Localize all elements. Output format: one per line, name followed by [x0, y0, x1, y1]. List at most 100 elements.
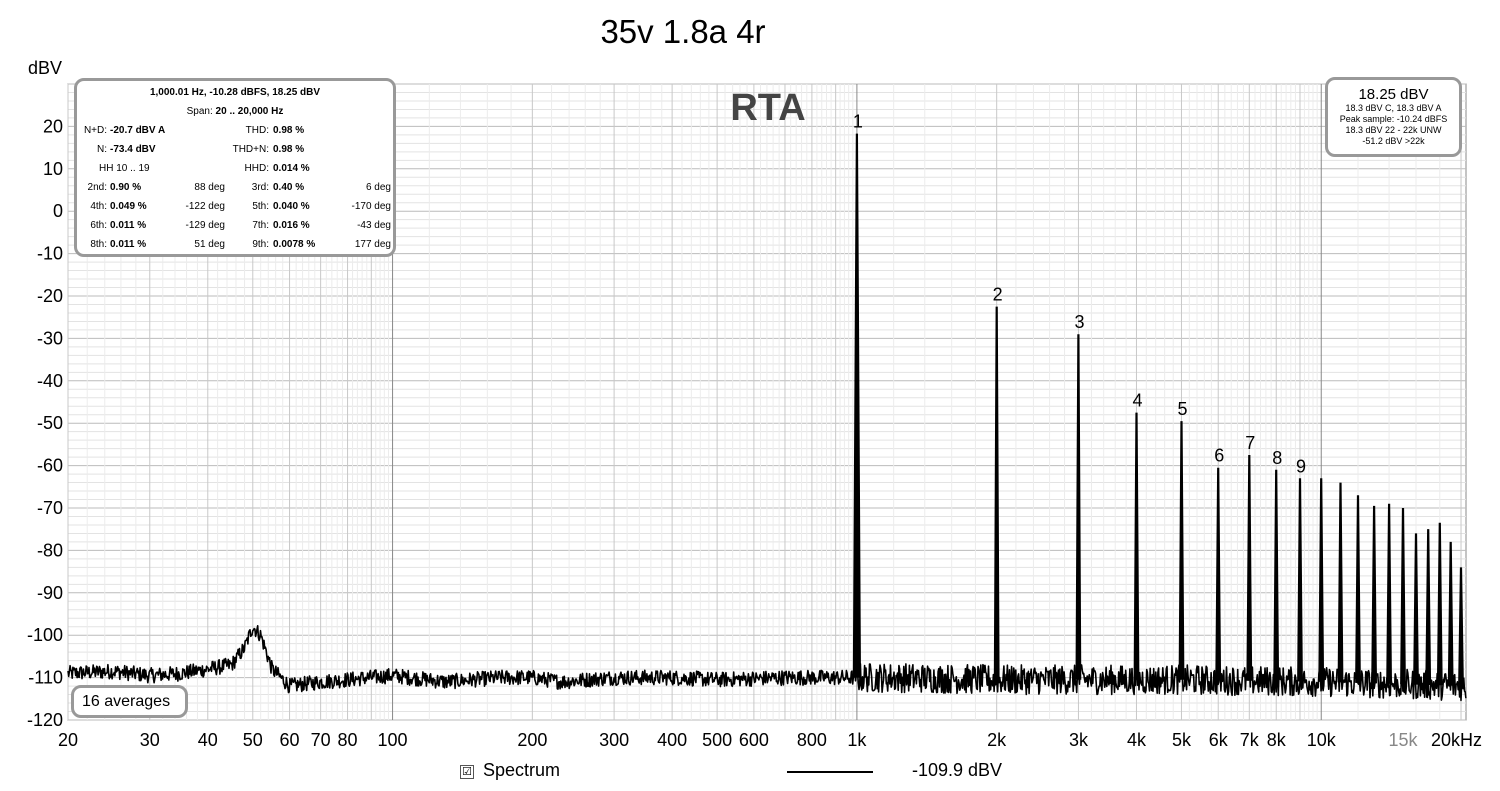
harmonic-value: 0.016 % — [273, 220, 310, 231]
harmonic-peak-label: 9 — [1296, 456, 1306, 476]
harmonic-peak — [1133, 412, 1140, 680]
harmonic-label: 6th: — [90, 220, 107, 231]
thd-label: THD: — [245, 125, 269, 136]
x-tick-label: 40 — [198, 730, 218, 750]
rta-watermark: RTA — [730, 87, 805, 129]
spectrum-series — [67, 133, 1467, 702]
y-tick-label: -50 — [37, 413, 63, 433]
harmonic-label: 2nd: — [87, 182, 107, 193]
harmonic-label: 8th: — [90, 239, 107, 250]
nd-value: -20.7 dBV A — [110, 125, 166, 136]
span-row: Span: 20 .. 20,000 Hz — [77, 106, 393, 117]
harmonic-peak-label: 6 — [1214, 446, 1224, 466]
x-tick-label: 3k — [1069, 730, 1089, 750]
harmonic-peak — [1371, 505, 1377, 684]
harmonic-peak — [1386, 503, 1392, 684]
level-readout-panel: 18.25 dBV 18.3 dBV C, 18.3 dBV A Peak sa… — [1325, 77, 1462, 157]
level-line-3: 18.3 dBV 22 - 22k UNW — [1345, 125, 1442, 135]
x-tick-label: 1k — [847, 730, 867, 750]
y-tick-label: -80 — [37, 540, 63, 560]
harmonic-peak — [1075, 334, 1082, 680]
x-tick-label: 600 — [739, 730, 769, 750]
harmonic-peak — [1447, 541, 1454, 686]
harmonic-phase: -129 deg — [185, 220, 225, 231]
x-tick-label: 4k — [1127, 730, 1147, 750]
harmonic-peak — [1178, 421, 1185, 680]
harmonic-phase: 51 deg — [194, 239, 225, 250]
level-line-4: -51.2 dBV >22k — [1362, 136, 1425, 146]
harmonic-phase: 6 deg — [365, 182, 391, 193]
harmonic-value: 0.011 % — [110, 239, 147, 250]
harmonic-peak — [1425, 529, 1432, 686]
hhd-value: 0.014 % — [273, 163, 310, 174]
harmonic-phase: 177 deg — [354, 239, 391, 250]
x-tick-label: 200 — [517, 730, 547, 750]
thd-value: 0.98 % — [273, 125, 305, 136]
y-tick-label: -90 — [37, 583, 63, 603]
harmonic-peak — [1458, 567, 1464, 686]
harmonic-value: 0.011 % — [110, 220, 147, 231]
legend-spectrum[interactable]: ☑ Spectrum — [460, 760, 560, 781]
y-tick-label: 20 — [43, 116, 63, 136]
x-tick-label: 100 — [378, 730, 408, 750]
y-tick-label: -70 — [37, 498, 63, 518]
x-tick-label: 7k — [1240, 730, 1260, 750]
y-tick-label: -100 — [27, 625, 63, 645]
x-tick-label: 5k — [1172, 730, 1192, 750]
harmonic-label: 9th: — [252, 239, 269, 250]
harmonic-phase: 88 deg — [194, 182, 225, 193]
harmonic-label: 4th: — [90, 201, 107, 212]
y-tick-label: -120 — [27, 710, 63, 730]
harmonic-peak-label: 2 — [993, 285, 1003, 305]
y-tick-label: -10 — [37, 244, 63, 264]
x-axis-ticks: 20 30 40 50 60 70 80 100 200 300 400 500 600 800 1k 2k 3… — [58, 730, 1482, 750]
span-value: 20 .. 20,000 Hz — [215, 106, 284, 117]
level-line-2: Peak sample: -10.24 dBFS — [1339, 114, 1448, 124]
x-tick-label: 800 — [797, 730, 827, 750]
x-tick-label: 30 — [140, 730, 160, 750]
harmonic-peak — [1318, 478, 1325, 682]
harmonic-value: 0.049 % — [110, 201, 147, 212]
y-tick-label: -30 — [37, 328, 63, 348]
harmonic-peak-label: 5 — [1177, 399, 1187, 419]
x-tick-label: 500 — [702, 730, 732, 750]
x-tick-label: 60 — [280, 730, 300, 750]
n-value: -73.4 dBV — [110, 144, 156, 155]
y-tick-label: -40 — [37, 371, 63, 391]
spectrum-checkbox[interactable]: ☑ — [460, 765, 474, 779]
y-tick-label: 0 — [53, 201, 63, 221]
harmonic-value: 0.90 % — [110, 182, 142, 193]
x-tick-label: 20kHz — [1431, 730, 1482, 750]
harmonic-peak — [1337, 482, 1344, 683]
harmonic-peak-label: 1 — [853, 112, 863, 132]
harmonic-labels: 1 2 3 4 5 6 78 9 — [853, 112, 1306, 477]
harmonic-peak — [852, 133, 861, 678]
thdn-label: THD+N: — [232, 144, 269, 155]
legend-label: Spectrum — [483, 760, 561, 780]
distortion-stats-panel: 1,000.01 Hz, -10.28 dBFS, 18.25 dBV Span… — [74, 78, 396, 257]
x-tick-label: 70 — [311, 730, 331, 750]
spectrum-noise-trace — [67, 625, 1467, 702]
harmonic-peak-label: 3 — [1074, 312, 1084, 332]
harmonic-label: 7th: — [252, 220, 269, 231]
harmonic-peak-label: 7 — [1245, 433, 1255, 453]
x-tick-label: 6k — [1209, 730, 1229, 750]
legend-value: -109.9 dBV — [912, 760, 1003, 780]
y-axis-ticks: 20 10 0 -10 -20 -30 -40 -50 -60 -70 -80 -90 -100 -110… — [27, 116, 63, 730]
harmonic-peak — [1400, 507, 1406, 685]
harmonic-label: 3rd: — [251, 182, 269, 193]
x-tick-label: 50 — [243, 730, 263, 750]
harmonic-phase: -122 deg — [185, 201, 225, 212]
harmonic-value: 0.040 % — [273, 201, 310, 212]
harmonic-peak — [993, 306, 1000, 680]
harmonic-peak — [1297, 478, 1303, 682]
harmonic-peak-label: 4 — [1132, 391, 1142, 411]
chart-title: 35v 1.8a 4r — [600, 13, 765, 50]
harmonic-peak — [1413, 533, 1419, 685]
x-tick-label: 400 — [657, 730, 687, 750]
harmonic-peak-label: 8 — [1272, 448, 1282, 468]
harmonic-peak — [1436, 522, 1443, 686]
hhd-label: HHD: — [244, 163, 269, 174]
y-axis-unit: dBV — [28, 58, 62, 78]
n-label: N: — [97, 144, 107, 155]
